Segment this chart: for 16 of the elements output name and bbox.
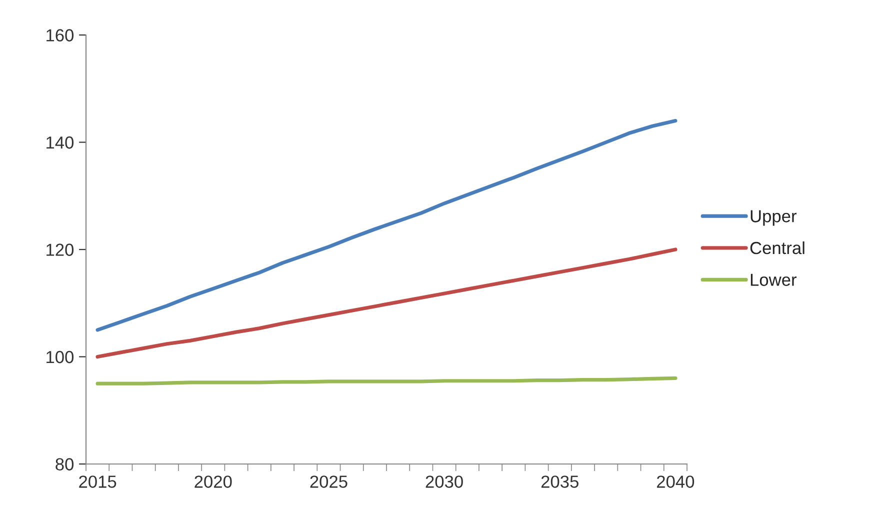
y-tick-label: 120: [46, 244, 74, 256]
x-tick-label: 2035: [541, 476, 578, 488]
y-tick-label: 160: [46, 29, 74, 42]
x-tick-label: 2025: [310, 476, 348, 488]
y-tick-label: 100: [46, 350, 74, 364]
x-tick-label: 2015: [79, 476, 116, 488]
legend-label: Central: [750, 241, 804, 254]
x-tick-label: 2030: [426, 476, 463, 488]
line-series: [96, 118, 678, 332]
y-tick-label: 80: [56, 458, 74, 470]
legend-label: Lower: [750, 274, 796, 286]
line-series: [96, 248, 678, 359]
y-tick-label: 140: [46, 136, 74, 149]
x-tick-label: 2040: [657, 476, 694, 488]
legend-label: Upper: [750, 210, 796, 226]
x-tick-label: 2020: [194, 476, 232, 488]
